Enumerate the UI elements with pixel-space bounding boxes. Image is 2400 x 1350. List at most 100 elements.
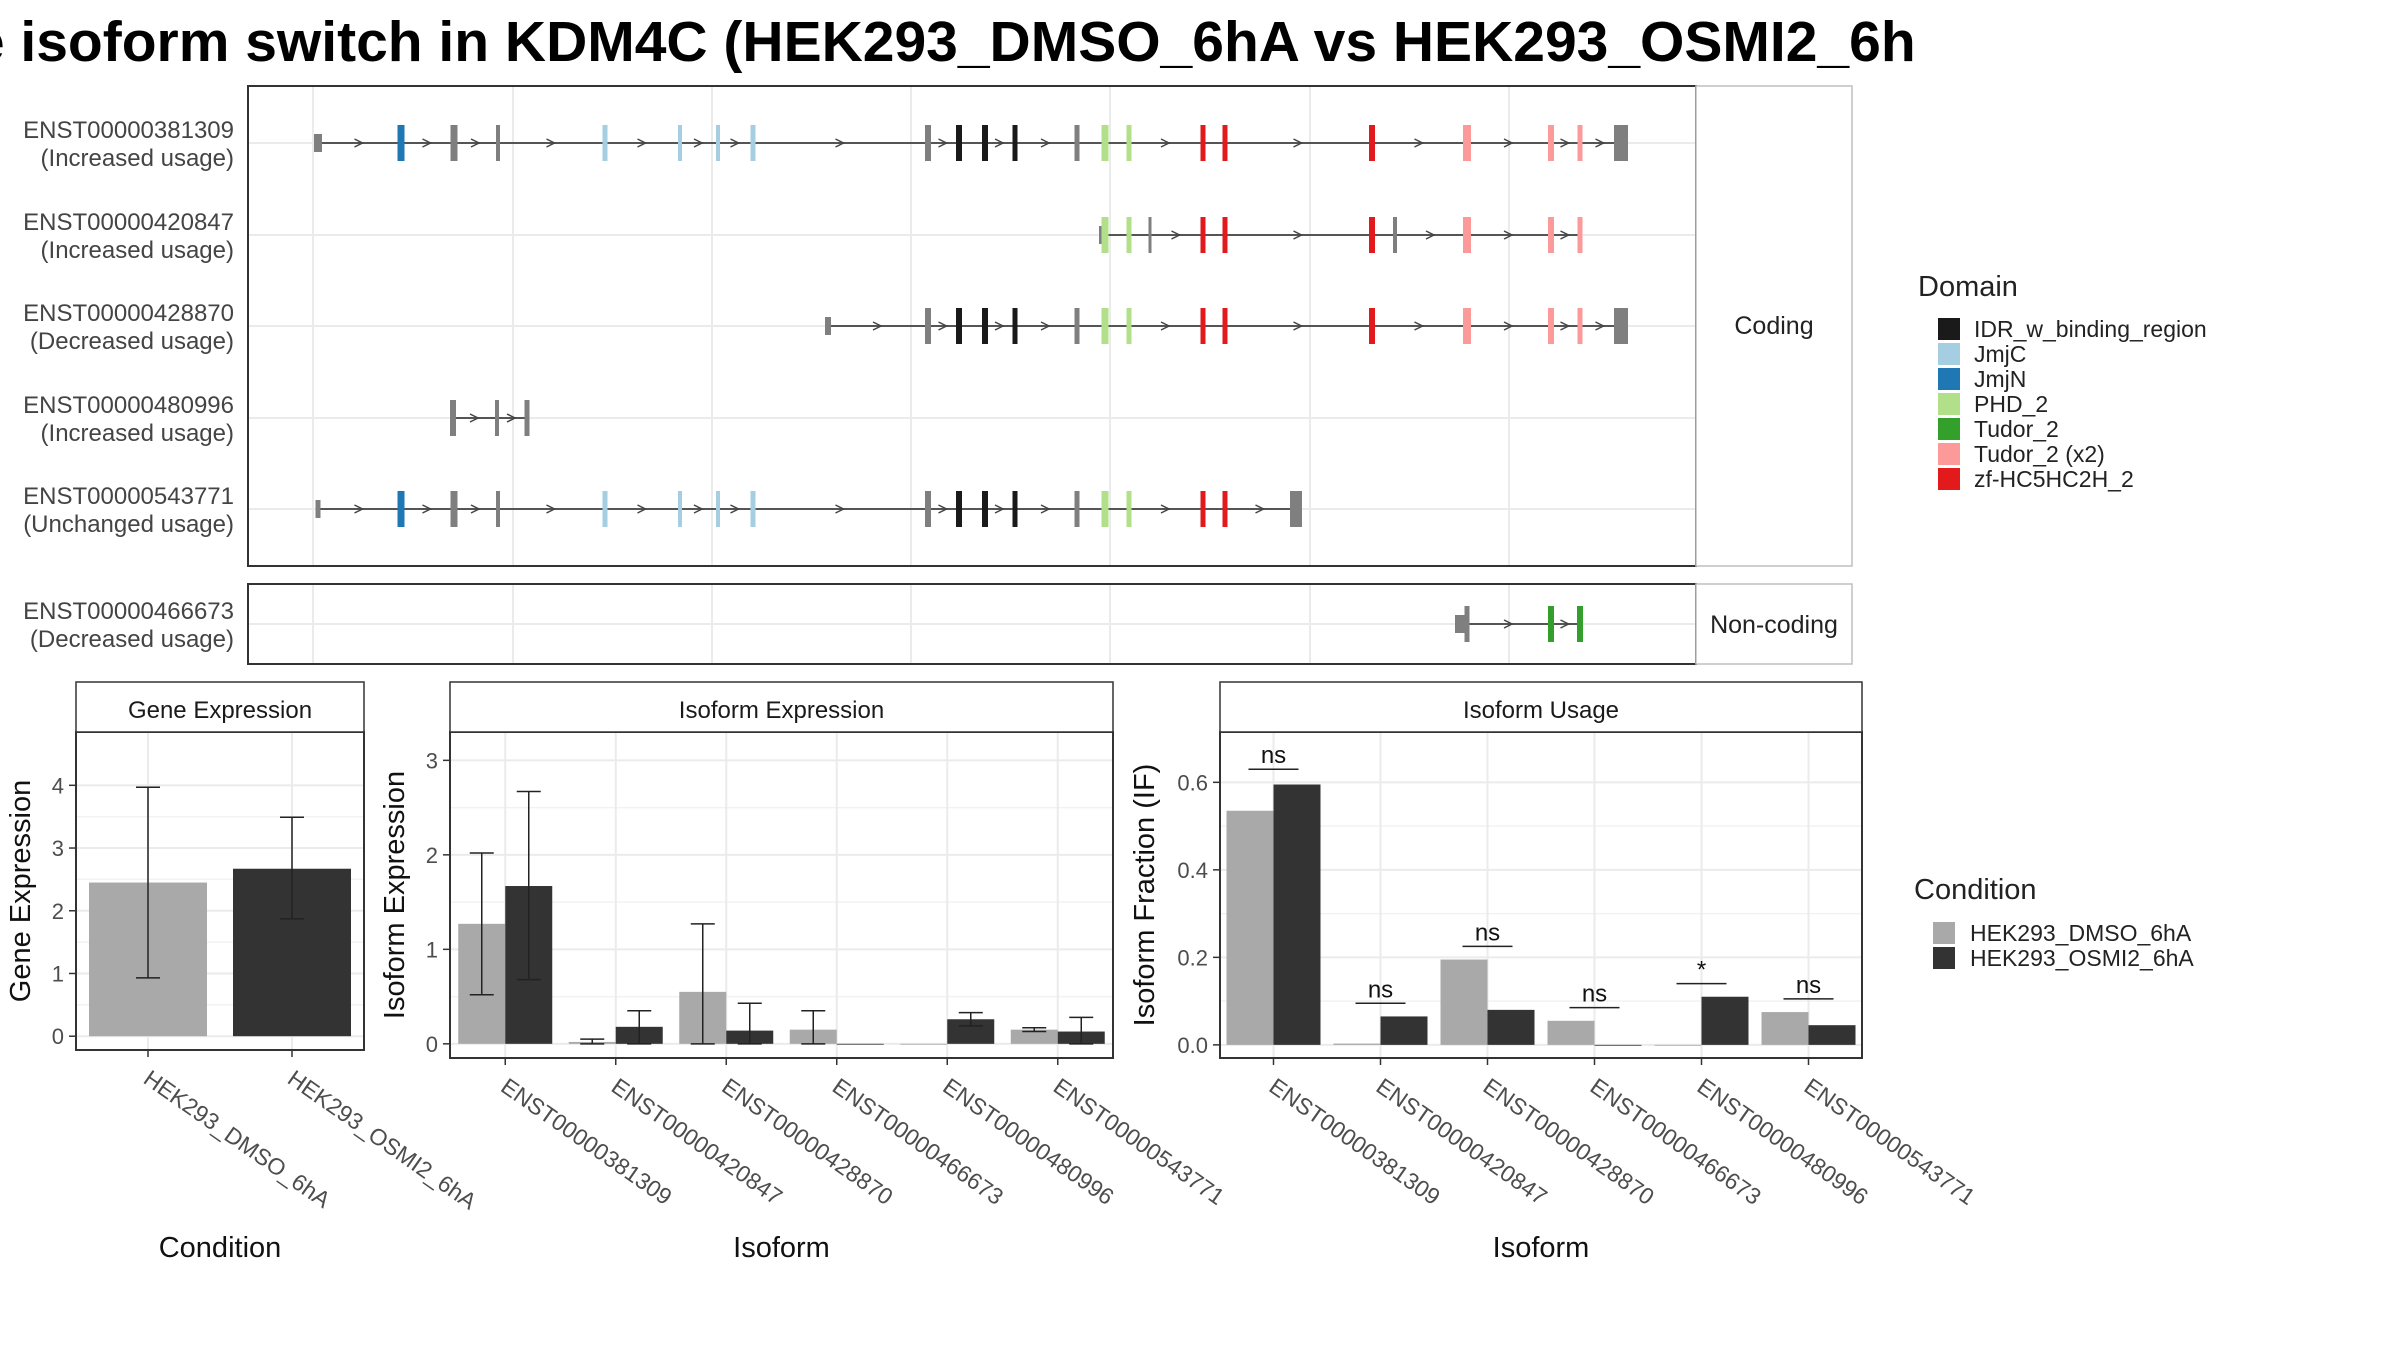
y-tick-label: 1 [426, 937, 438, 962]
bar [1487, 1009, 1535, 1045]
intron-arrow [693, 138, 704, 148]
panel-title: Isoform Usage [1463, 697, 1619, 724]
exon-block [1393, 217, 1397, 253]
exon-block [1101, 217, 1109, 253]
bar [1808, 1025, 1856, 1045]
exon-block [1200, 125, 1206, 161]
intron-arrow [354, 504, 365, 514]
legend-label-condition: HEK293_DMSO_6hA [1970, 920, 2192, 946]
exon-block [1222, 125, 1228, 161]
intron-arrow [1595, 138, 1606, 148]
coding-strip [1695, 85, 1853, 567]
intron-arrow [1414, 321, 1425, 331]
intron-arrow [1560, 138, 1571, 148]
exon-block [1463, 125, 1471, 161]
legend-key-domain [1938, 318, 1960, 340]
exon-block [982, 125, 988, 161]
exon-block [1126, 217, 1132, 253]
y-tick-label: 0.6 [1177, 770, 1208, 795]
exon-block [1577, 606, 1583, 642]
intron-arrow [1503, 619, 1514, 629]
legend-key-domain [1938, 468, 1960, 490]
x-tick-label: ENST00000428870 [1479, 1073, 1659, 1210]
transcript-label: ENST00000420847 [23, 209, 234, 236]
x-axis-title: Isoform [733, 1232, 830, 1264]
intron-arrow [1425, 230, 1436, 240]
intron-arrow [1160, 504, 1171, 514]
noncoding-strip-label: Non-coding [1710, 611, 1838, 639]
exon-block [1200, 491, 1206, 527]
exon-block [1369, 217, 1375, 253]
intron-arrow [1503, 138, 1514, 148]
exon-block [1012, 125, 1018, 161]
intron-arrow [470, 504, 481, 514]
bar [1333, 1043, 1381, 1045]
exon-block [1548, 217, 1554, 253]
intron-arrow [546, 138, 557, 148]
intron-arrow [1293, 138, 1304, 148]
bar [1273, 784, 1321, 1045]
exon-block [1074, 491, 1080, 527]
exon-block [496, 125, 500, 161]
legend-key-domain [1938, 443, 1960, 465]
exon-block [678, 125, 682, 161]
significance-label: ns [1261, 742, 1286, 769]
significance-label: * [1697, 957, 1706, 984]
intron-arrow [994, 321, 1005, 331]
intron-arrow [1414, 138, 1425, 148]
panel-title: Gene Expression [128, 697, 312, 724]
exon-block [1074, 125, 1080, 161]
bar [1594, 1044, 1642, 1046]
exon-block [1464, 606, 1470, 642]
bar [1654, 1044, 1702, 1046]
transcript-label: ENST00000543771 [23, 483, 234, 510]
intron-arrow [637, 504, 648, 514]
legend-key-domain [1938, 393, 1960, 415]
y-tick-label: 2 [52, 899, 64, 924]
y-tick-label: 1 [52, 961, 64, 986]
intron-arrow [422, 138, 433, 148]
x-tick-label: ENST00000381309 [1265, 1073, 1445, 1210]
bar [1761, 1012, 1809, 1045]
intron-arrow [938, 321, 949, 331]
exon-block [1614, 125, 1628, 161]
y-tick-label: 3 [426, 748, 438, 773]
intron-arrow [938, 138, 949, 148]
exon-block [1577, 308, 1583, 344]
transcript-label: ENST00000428870 [23, 300, 234, 327]
exon-block [1012, 491, 1018, 527]
transcript-usage-label: (Decreased usage) [30, 328, 234, 355]
legend-title-condition: Condition [1914, 874, 2037, 906]
exon-block [1222, 308, 1228, 344]
intron-arrow [1171, 230, 1182, 240]
exon-block [1577, 125, 1583, 161]
y-tick-label: 0.4 [1177, 858, 1208, 883]
transcript-label: ENST00000466673 [23, 598, 234, 625]
bar [1010, 1029, 1058, 1044]
y-tick-label: 0 [426, 1032, 438, 1057]
exon-block [956, 308, 962, 344]
exon-block [1369, 308, 1375, 344]
y-tick-label: 4 [52, 773, 64, 798]
x-tick-label: ENST00000543771 [1800, 1073, 1980, 1210]
exon-block [716, 125, 720, 161]
significance-label: ns [1582, 981, 1607, 1008]
transcript-usage-label: (Increased usage) [41, 145, 234, 172]
legend-key-condition [1933, 947, 1955, 969]
exon-block [1548, 606, 1554, 642]
intron-arrow [354, 138, 365, 148]
intron-arrow [1160, 321, 1171, 331]
coding-strip-label: Coding [1734, 312, 1813, 340]
exon-block [956, 491, 962, 527]
exon-block [825, 317, 831, 335]
panel-title-strip [1219, 681, 1863, 733]
legend-key-domain [1938, 418, 1960, 440]
legend-label-domain: JmjC [1974, 341, 2026, 367]
intron-arrow [730, 504, 741, 514]
intron-arrow [1293, 230, 1304, 240]
bar [836, 1043, 884, 1045]
y-axis-title: Isoform Fraction (IF) [1129, 764, 1161, 1027]
intron-arrow [1595, 321, 1606, 331]
exon-block [1614, 308, 1628, 344]
